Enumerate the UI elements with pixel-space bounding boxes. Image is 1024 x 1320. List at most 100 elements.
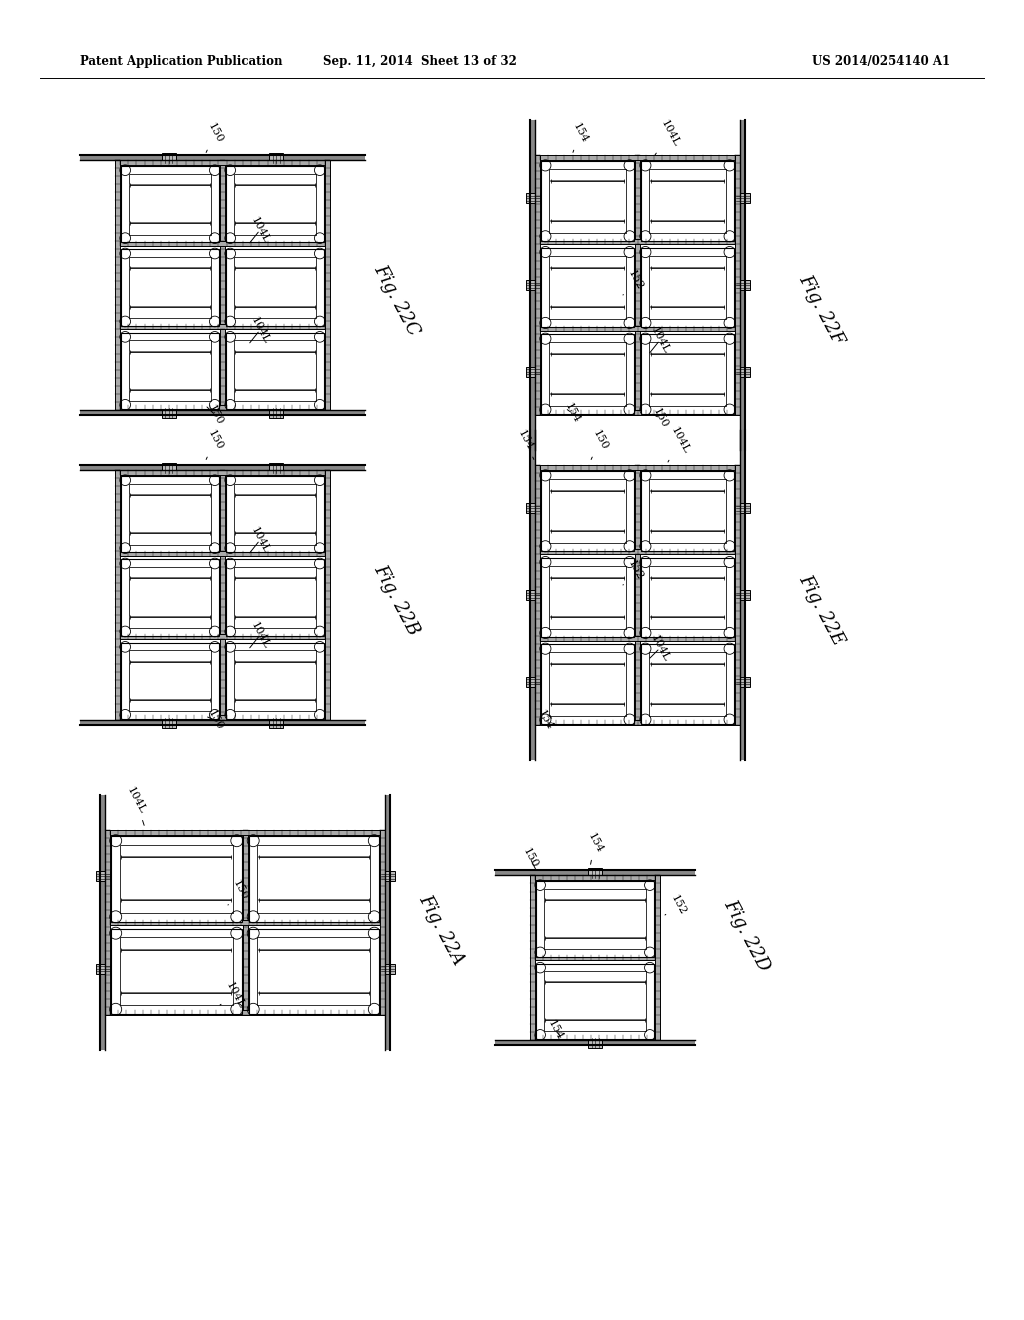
Bar <box>129 341 211 401</box>
Bar <box>80 154 365 160</box>
Bar <box>735 193 750 203</box>
Text: Fig. 22C: Fig. 22C <box>370 261 423 339</box>
Bar <box>735 154 740 414</box>
Text: US 2014/0254140 A1: US 2014/0254140 A1 <box>812 55 950 69</box>
Bar <box>129 257 211 318</box>
Text: 104L: 104L <box>249 525 271 554</box>
Bar <box>115 470 120 719</box>
Text: 154: 154 <box>536 709 554 731</box>
Bar <box>162 462 176 473</box>
Bar <box>220 470 225 719</box>
Bar <box>535 465 540 725</box>
Bar <box>649 169 726 232</box>
Bar <box>162 153 176 162</box>
Bar <box>540 411 735 414</box>
Bar <box>80 719 365 725</box>
Bar <box>540 549 735 554</box>
Text: 104L: 104L <box>249 315 271 345</box>
Bar <box>121 166 219 243</box>
Bar <box>530 120 535 450</box>
Bar <box>641 644 734 723</box>
Bar <box>226 643 324 719</box>
Bar <box>120 470 325 475</box>
Bar <box>233 651 316 711</box>
Bar <box>121 560 219 636</box>
Bar <box>535 1035 655 1040</box>
Bar <box>641 334 734 414</box>
Bar <box>381 964 394 974</box>
Bar <box>541 161 634 240</box>
Bar <box>735 677 750 686</box>
Bar <box>243 830 248 1015</box>
Bar <box>226 477 324 552</box>
Bar <box>226 166 324 243</box>
Bar <box>120 937 232 1006</box>
Bar <box>269 462 284 473</box>
Bar <box>549 479 626 543</box>
Bar <box>536 880 654 957</box>
Bar <box>649 479 726 543</box>
Bar <box>121 333 219 409</box>
Bar <box>269 408 284 417</box>
Bar <box>735 280 750 290</box>
Bar <box>226 560 324 636</box>
Text: 104L: 104L <box>220 979 246 1010</box>
Text: 104L: 104L <box>649 325 671 355</box>
Bar <box>649 566 726 630</box>
Bar <box>649 256 726 319</box>
Bar <box>525 280 540 290</box>
Bar <box>110 830 380 836</box>
Bar <box>525 677 540 686</box>
Bar <box>641 471 734 550</box>
Text: Fig. 22F: Fig. 22F <box>795 272 847 348</box>
Text: 150: 150 <box>591 428 609 459</box>
Bar <box>269 718 284 727</box>
Bar <box>535 875 655 880</box>
Text: Fig. 22E: Fig. 22E <box>795 572 847 648</box>
Bar <box>549 652 626 715</box>
Text: 104L: 104L <box>655 117 681 154</box>
Bar <box>121 477 219 552</box>
Bar <box>540 636 735 640</box>
Bar <box>588 1038 602 1048</box>
Bar <box>121 643 219 719</box>
Bar <box>540 326 735 331</box>
Bar <box>100 795 105 1049</box>
Bar <box>120 715 325 719</box>
Bar <box>740 120 745 450</box>
Bar <box>381 871 394 882</box>
Bar <box>111 836 242 921</box>
Bar <box>249 928 379 1014</box>
Text: 104L: 104L <box>649 634 671 663</box>
Text: 154: 154 <box>586 832 604 865</box>
Bar <box>120 160 325 165</box>
Bar <box>649 652 726 715</box>
Bar <box>120 405 325 411</box>
Bar <box>257 845 371 913</box>
Bar <box>115 160 120 411</box>
Bar <box>95 964 110 974</box>
Bar <box>249 836 379 921</box>
Text: 154: 154 <box>562 401 582 425</box>
Bar <box>495 870 695 875</box>
Bar <box>541 334 634 414</box>
Text: 150: 150 <box>650 407 670 430</box>
Text: 154: 154 <box>570 121 590 152</box>
Bar <box>257 937 371 1006</box>
Bar <box>325 470 330 719</box>
Bar <box>95 871 110 882</box>
Bar <box>549 256 626 319</box>
Bar <box>641 248 734 327</box>
Bar <box>530 430 535 760</box>
Bar <box>129 174 211 235</box>
Bar <box>233 483 316 545</box>
Text: 150: 150 <box>206 709 224 731</box>
Bar <box>530 875 535 1040</box>
Bar <box>541 644 634 723</box>
Bar <box>120 550 325 556</box>
Bar <box>80 411 365 414</box>
Text: 152: 152 <box>623 268 644 294</box>
Text: 154: 154 <box>546 1018 564 1041</box>
Bar <box>549 566 626 630</box>
Bar <box>541 557 634 638</box>
